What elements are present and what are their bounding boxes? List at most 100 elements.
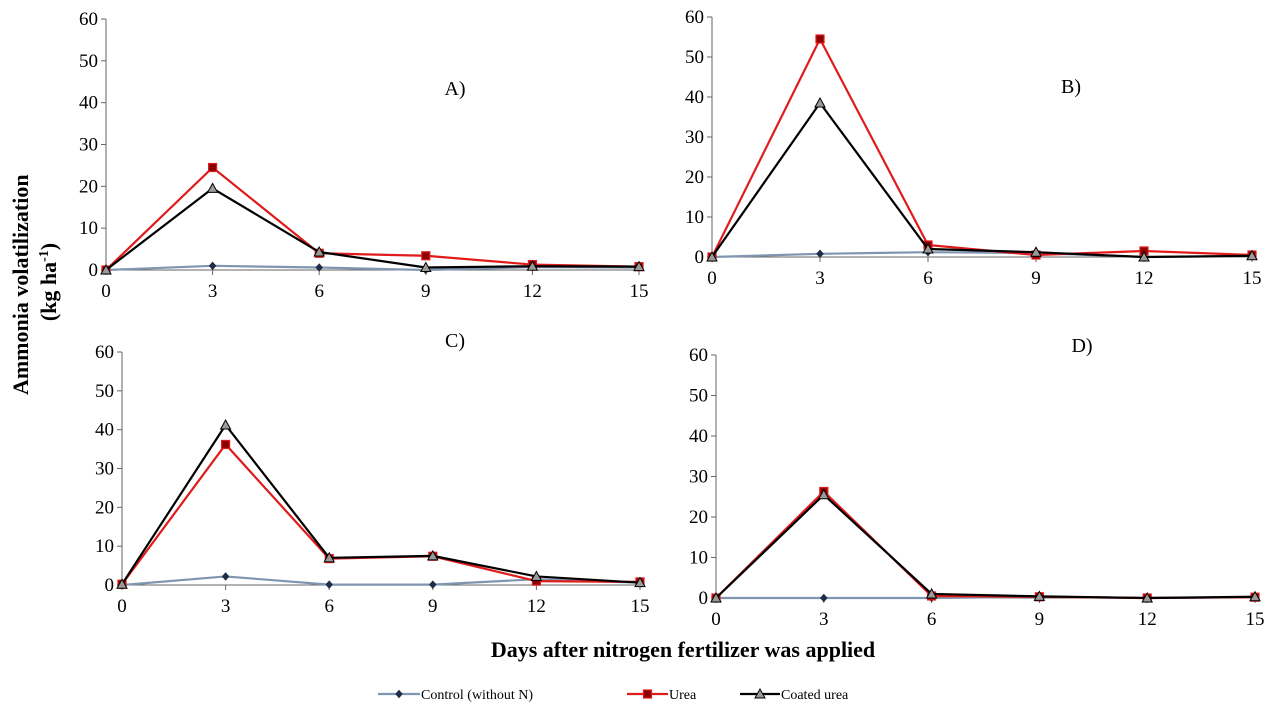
y-tick-label: 50 xyxy=(685,47,704,68)
square-marker xyxy=(221,439,231,450)
series-urea xyxy=(711,486,1260,603)
y-axis-label-close: ) xyxy=(36,243,61,250)
series-line xyxy=(105,166,640,271)
triangle-marker xyxy=(814,96,826,108)
y-tick-label: 0 xyxy=(695,247,705,268)
triangle-marker xyxy=(1246,249,1258,261)
square-marker xyxy=(208,162,218,173)
series-line xyxy=(105,187,640,271)
diamond-marker xyxy=(315,263,324,272)
x-tick-label: 0 xyxy=(101,281,111,302)
x-tick-label: 9 xyxy=(1031,268,1041,289)
x-tick-label: 3 xyxy=(815,268,825,289)
x-tick-label: 9 xyxy=(421,281,431,302)
y-tick-label: 40 xyxy=(79,93,98,114)
triangle-marker xyxy=(1249,590,1261,602)
triangle-marker xyxy=(313,245,326,257)
y-tick-label: 30 xyxy=(685,127,704,148)
panel-b: 0 10 20 30 40 50 60 0 3 6 9 12 15 B) xyxy=(685,7,1262,289)
x-tick-label: 6 xyxy=(923,268,933,289)
legend-item-diamond: Control (without N) xyxy=(378,688,533,703)
square-marker xyxy=(815,34,825,44)
x-tick-label: 0 xyxy=(707,268,717,289)
y-tick-label: 40 xyxy=(95,420,114,441)
y-axis-label-line1: Ammonia volatilization xyxy=(8,174,33,395)
x-tick-label: 3 xyxy=(221,596,231,617)
triangle-marker xyxy=(1141,591,1154,603)
legend-label: Coated urea xyxy=(781,688,849,703)
triangle-marker xyxy=(706,250,718,262)
y-tick-label: 10 xyxy=(95,536,114,557)
x-tick-label: 15 xyxy=(631,596,650,617)
triangle-marker xyxy=(1033,590,1046,601)
triangle-marker xyxy=(634,576,646,588)
panel-a: 0 10 20 30 40 50 60 0 3 6 9 12 15 A) xyxy=(79,9,649,302)
triangle-marker xyxy=(922,242,934,254)
x-tick-label: 9 xyxy=(428,596,438,617)
legend-item-square: Urea xyxy=(627,688,697,703)
x-tick-label: 15 xyxy=(630,281,649,302)
triangle-marker xyxy=(710,591,722,603)
triangle-marker xyxy=(754,687,766,699)
legend-label: Urea xyxy=(669,688,697,703)
y-tick-label: 50 xyxy=(79,51,98,72)
series-line xyxy=(711,101,1253,259)
diamond-marker xyxy=(428,580,437,589)
series-coated-urea xyxy=(706,96,1258,262)
x-tick-label: 0 xyxy=(117,596,127,617)
y-tick-label: 50 xyxy=(689,386,708,407)
panel-label: C) xyxy=(445,330,465,352)
series-coated-urea xyxy=(100,182,645,275)
panel-label: D) xyxy=(1071,335,1092,357)
x-tick-label: 12 xyxy=(1138,609,1157,630)
triangle-marker xyxy=(817,488,830,500)
series-coated-urea xyxy=(116,418,646,589)
triangle-marker xyxy=(526,260,539,271)
y-tick-label: 50 xyxy=(95,381,114,402)
x-tick-label: 6 xyxy=(927,609,937,630)
diamond-marker xyxy=(819,593,828,603)
series-control-without-n xyxy=(102,261,643,275)
y-axis-label-sup: -1 xyxy=(37,250,52,262)
diamond-marker xyxy=(395,689,403,699)
y-tick-label: 60 xyxy=(95,342,114,363)
y-tick-label: 10 xyxy=(685,207,704,228)
series-urea xyxy=(101,162,644,275)
y-axis-label: Ammonia volatilization (kg ha-1) xyxy=(8,169,61,395)
square-marker xyxy=(642,689,653,699)
y-axis-label-unit: (kg ha xyxy=(36,262,61,321)
y-tick-label: 10 xyxy=(79,218,98,239)
x-tick-label: 12 xyxy=(1135,268,1154,289)
triangle-marker xyxy=(530,570,543,581)
x-tick-label: 3 xyxy=(208,281,218,302)
y-tick-label: 60 xyxy=(689,345,708,366)
y-tick-label: 0 xyxy=(699,588,709,609)
x-tick-label: 12 xyxy=(523,281,542,302)
y-tick-label: 20 xyxy=(95,497,114,518)
panel-c: 0 10 20 30 40 50 60 0 3 6 9 12 15 C) xyxy=(95,330,650,617)
triangle-marker xyxy=(100,263,112,275)
x-tick-label: 3 xyxy=(819,609,829,630)
series-line xyxy=(715,493,1256,600)
y-tick-label: 20 xyxy=(79,176,98,197)
y-tick-label: 0 xyxy=(89,260,99,281)
triangle-marker xyxy=(1030,246,1042,257)
x-tick-label: 6 xyxy=(324,596,334,617)
y-tick-label: 30 xyxy=(689,467,708,488)
x-tick-label: 12 xyxy=(527,596,546,617)
panel-label: B) xyxy=(1061,76,1081,98)
triangle-marker xyxy=(116,578,128,589)
y-tick-label: 40 xyxy=(685,87,704,108)
diamond-marker xyxy=(816,249,824,259)
square-marker xyxy=(421,251,431,261)
x-tick-label: 15 xyxy=(1246,609,1265,630)
legend-item-triangle: Coated urea xyxy=(740,687,849,703)
legend: Control (without N) Urea Coated urea xyxy=(378,687,849,703)
triangle-marker xyxy=(206,182,219,193)
triangle-marker xyxy=(925,587,938,599)
series-line xyxy=(715,490,1256,600)
legend-label: Control (without N) xyxy=(421,688,533,703)
y-tick-label: 0 xyxy=(105,575,115,596)
diamond-marker xyxy=(221,572,230,581)
